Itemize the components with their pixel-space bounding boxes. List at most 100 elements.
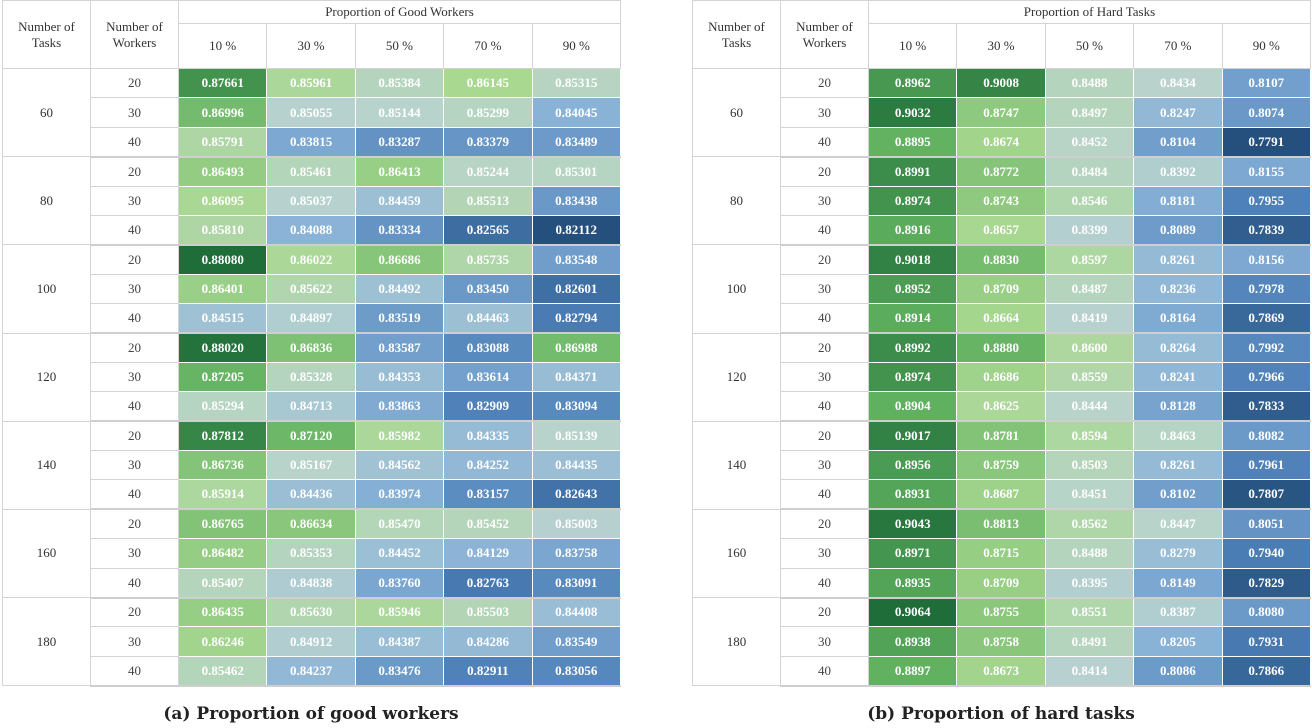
value-cell: 0.83760 bbox=[354, 567, 445, 599]
value-cell: 0.86988 bbox=[531, 332, 621, 363]
value-cell: 0.7829 bbox=[1221, 567, 1311, 599]
tasks-cell: 60 bbox=[2, 67, 91, 158]
value-cell: 0.86736 bbox=[177, 450, 268, 481]
value-cell: 0.9017 bbox=[867, 420, 958, 452]
value-cell: 0.8974 bbox=[867, 361, 958, 393]
workers-cell: 20 bbox=[780, 597, 869, 628]
value-cell: 0.8935 bbox=[867, 567, 958, 599]
value-cell: 0.8664 bbox=[956, 303, 1046, 335]
table-row: 40 0.8904 0.8625 0.8444 0.8128 0.7833 bbox=[693, 391, 1311, 423]
value-cell: 0.85513 bbox=[443, 185, 533, 216]
table-row: 40 0.85914 0.84436 0.83974 0.83157 0.82643 bbox=[3, 479, 621, 511]
value-cell: 0.8444 bbox=[1044, 391, 1135, 423]
table-row: 30 0.8974 0.8743 0.8546 0.8181 0.7955 bbox=[693, 185, 1311, 216]
value-cell: 0.85037 bbox=[266, 185, 356, 216]
table-row: 30 0.8971 0.8715 0.8488 0.8279 0.7940 bbox=[693, 538, 1311, 569]
workers-cell: 40 bbox=[90, 303, 179, 335]
value-cell: 0.9064 bbox=[867, 597, 958, 628]
table-row: 30 0.8956 0.8759 0.8503 0.8261 0.7961 bbox=[693, 450, 1311, 481]
value-cell: 0.8813 bbox=[956, 508, 1046, 540]
table-row: 160 20 0.9043 0.8813 0.8562 0.8447 0.8051 bbox=[692, 508, 1311, 599]
column-header: 30 % bbox=[956, 23, 1046, 69]
value-cell: 0.7931 bbox=[1221, 626, 1311, 657]
value-cell: 0.8102 bbox=[1133, 479, 1223, 511]
workers-cell: 40 bbox=[90, 567, 179, 599]
value-cell: 0.85003 bbox=[531, 508, 621, 540]
value-cell: 0.8687 bbox=[956, 479, 1046, 511]
value-cell: 0.87120 bbox=[266, 420, 356, 452]
tasks-cell: 140 bbox=[2, 420, 91, 510]
value-cell: 0.8387 bbox=[1133, 597, 1223, 628]
value-cell: 0.85914 bbox=[177, 479, 268, 511]
workers-cell: 30 bbox=[780, 538, 869, 569]
table-row: 30 0.86246 0.84912 0.84387 0.84286 0.83549 bbox=[3, 626, 621, 657]
workers-cell: 30 bbox=[780, 626, 869, 657]
tasks-cell: 180 bbox=[692, 597, 781, 687]
value-cell: 0.86493 bbox=[177, 156, 268, 187]
table-b: Number of Tasks Number of Workers Proporti… bbox=[692, 0, 1311, 687]
workers-cell: 30 bbox=[780, 273, 869, 305]
value-cell: 0.83450 bbox=[443, 273, 533, 305]
header-number-of-workers: Number of Workers bbox=[780, 0, 869, 69]
table-row: 30 0.9032 0.8747 0.8497 0.8247 0.8074 bbox=[693, 97, 1311, 128]
value-cell: 0.8080 bbox=[1221, 597, 1311, 628]
value-cell: 0.82112 bbox=[531, 214, 621, 246]
value-cell: 0.83334 bbox=[354, 214, 445, 246]
value-cell: 0.9043 bbox=[867, 508, 958, 540]
value-cell: 0.85452 bbox=[443, 508, 533, 540]
value-cell: 0.83088 bbox=[443, 332, 533, 363]
value-cell: 0.8488 bbox=[1044, 538, 1135, 569]
value-cell: 0.8971 bbox=[867, 538, 958, 569]
value-cell: 0.8089 bbox=[1133, 214, 1223, 246]
value-cell: 0.88080 bbox=[177, 244, 268, 275]
value-cell: 0.85328 bbox=[266, 361, 356, 393]
value-cell: 0.86836 bbox=[266, 332, 356, 363]
value-cell: 0.86022 bbox=[266, 244, 356, 275]
value-cell: 0.8236 bbox=[1133, 273, 1223, 305]
workers-cell: 20 bbox=[90, 67, 179, 99]
workers-cell: 40 bbox=[90, 479, 179, 511]
table-row: 100 20 0.9018 0.8830 0.8597 0.8261 0.8156 bbox=[692, 244, 1311, 334]
value-cell: 0.85244 bbox=[443, 156, 533, 187]
value-cell: 0.8830 bbox=[956, 244, 1046, 275]
value-cell: 0.8992 bbox=[867, 332, 958, 363]
value-cell: 0.7955 bbox=[1221, 185, 1311, 216]
value-cell: 0.9008 bbox=[956, 67, 1046, 99]
value-cell: 0.8562 bbox=[1044, 508, 1135, 540]
value-cell: 0.9018 bbox=[867, 244, 958, 275]
value-cell: 0.8657 bbox=[956, 214, 1046, 246]
value-cell: 0.84045 bbox=[531, 97, 621, 128]
value-cell: 0.85299 bbox=[443, 97, 533, 128]
value-cell: 0.8399 bbox=[1044, 214, 1135, 246]
table-row: 40 0.8935 0.8709 0.8395 0.8149 0.7829 bbox=[693, 567, 1311, 599]
table-row: 40 0.8895 0.8674 0.8452 0.8104 0.7791 bbox=[693, 126, 1311, 158]
value-cell: 0.83758 bbox=[531, 538, 621, 569]
value-cell: 0.8880 bbox=[956, 332, 1046, 363]
workers-cell: 30 bbox=[780, 361, 869, 393]
value-cell: 0.84353 bbox=[354, 361, 445, 393]
table-row: 180 20 0.86435 0.85630 0.85946 0.85503 0.84408 bbox=[2, 597, 621, 687]
value-cell: 0.7839 bbox=[1221, 214, 1311, 246]
value-cell: 0.7866 bbox=[1221, 655, 1311, 687]
value-cell: 0.7940 bbox=[1221, 538, 1311, 569]
value-cell: 0.7807 bbox=[1221, 479, 1311, 511]
value-cell: 0.85461 bbox=[266, 156, 356, 187]
value-cell: 0.86686 bbox=[354, 244, 445, 275]
value-cell: 0.83379 bbox=[443, 126, 533, 158]
value-cell: 0.8974 bbox=[867, 185, 958, 216]
table-row: 140 20 0.87812 0.87120 0.85982 0.84335 0.85139 bbox=[2, 420, 621, 510]
workers-cell: 40 bbox=[780, 303, 869, 335]
value-cell: 0.8419 bbox=[1044, 303, 1135, 335]
value-cell: 0.8392 bbox=[1133, 156, 1223, 187]
value-cell: 0.84492 bbox=[354, 273, 445, 305]
value-cell: 0.85384 bbox=[354, 67, 445, 99]
value-cell: 0.8781 bbox=[956, 420, 1046, 452]
workers-cell: 30 bbox=[90, 97, 179, 128]
value-cell: 0.83056 bbox=[531, 655, 621, 687]
value-cell: 0.88020 bbox=[177, 332, 268, 363]
workers-cell: 20 bbox=[780, 508, 869, 540]
value-cell: 0.87661 bbox=[177, 67, 268, 99]
column-header: 30 % bbox=[266, 23, 356, 69]
value-cell: 0.8715 bbox=[956, 538, 1046, 569]
value-cell: 0.8743 bbox=[956, 185, 1046, 216]
